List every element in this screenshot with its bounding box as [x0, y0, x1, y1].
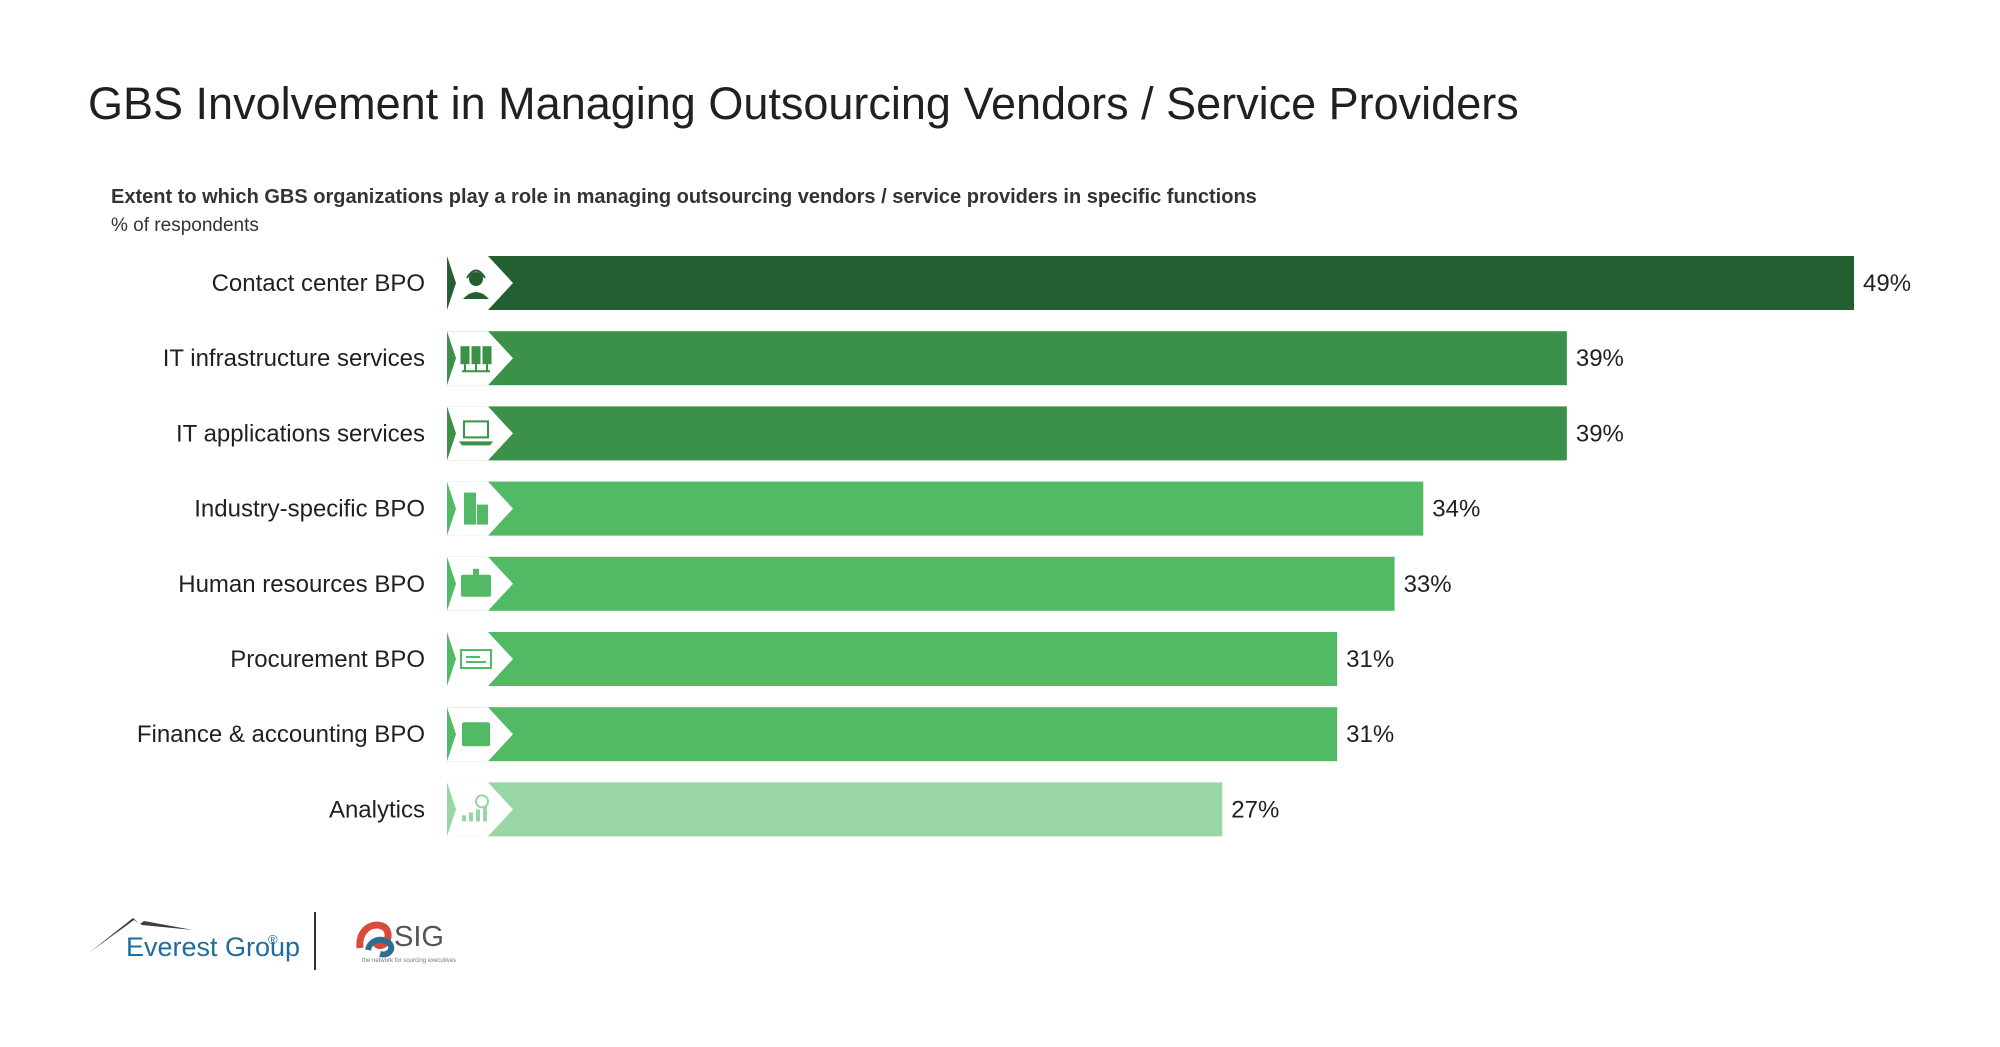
bar	[447, 556, 1395, 611]
sig-tagline: the network for sourcing executives	[362, 958, 456, 964]
analytics-chart-icon	[462, 794, 489, 822]
bar	[447, 632, 1338, 686]
value-label: 39%	[1576, 345, 1624, 372]
category-label: Finance & accounting BPO	[137, 721, 425, 748]
bar	[447, 481, 1424, 536]
category-label: Contact center BPO	[212, 270, 425, 297]
office-building-icon	[464, 492, 488, 525]
page-title: GBS Involvement in Managing Outsourcing …	[88, 78, 1519, 129]
value-label: 34%	[1432, 496, 1480, 523]
bar-row: IT infrastructure services 39%	[163, 331, 1624, 386]
category-label: Industry-specific BPO	[194, 496, 425, 523]
category-label: Analytics	[329, 796, 425, 823]
icon-chevron	[447, 406, 513, 461]
bar	[447, 331, 1567, 386]
icon-chevron	[447, 632, 513, 686]
id-badge-icon	[461, 568, 491, 597]
unit-note: % of respondents	[111, 215, 259, 236]
value-label: 49%	[1863, 270, 1911, 297]
value-label: 39%	[1576, 420, 1624, 447]
laptop-icon	[459, 420, 493, 446]
check-document-icon	[460, 649, 492, 669]
sig-mark-icon	[356, 921, 395, 958]
bar-row: Analytics 27%	[329, 782, 1279, 837]
value-label: 27%	[1231, 796, 1279, 823]
value-label: 31%	[1346, 721, 1394, 748]
category-label: IT applications services	[176, 420, 425, 447]
everest-mountain-icon	[90, 918, 193, 952]
logos-svg: Everest Group ® SIG the network for sour…	[90, 912, 456, 970]
category-label: IT infrastructure services	[163, 345, 425, 372]
everest-group-logo: Everest Group	[126, 932, 300, 962]
bar-row: Industry-specific BPO 34%	[194, 481, 1480, 536]
category-label: Human resources BPO	[178, 571, 425, 598]
headset-agent-icon	[463, 269, 489, 299]
value-label: 33%	[1404, 571, 1452, 598]
category-label: Procurement BPO	[230, 646, 425, 673]
value-label: 31%	[1346, 646, 1394, 673]
ledger-book-icon	[462, 722, 490, 747]
chart-subtitle: Extent to which GBS organizations play a…	[111, 186, 1257, 208]
bar-row: Finance & accounting BPO 31%	[137, 707, 1394, 762]
bar	[447, 406, 1567, 461]
bar-row: Human resources BPO 33%	[178, 556, 1452, 611]
bar	[447, 256, 1854, 310]
bar-row: Procurement BPO 31%	[230, 632, 1394, 686]
bar-chart: Contact center BPO 49% IT infrastructure s…	[137, 256, 1911, 837]
bar	[447, 782, 1223, 837]
registered-mark: ®	[268, 932, 278, 947]
bar-row: Contact center BPO 49%	[212, 256, 1911, 310]
bar-row: IT applications services 39%	[176, 406, 1624, 461]
server-rack-icon	[460, 346, 492, 373]
sig-logo: SIG	[394, 921, 444, 953]
footer-logos: Everest Group ® SIG the network for sour…	[88, 900, 488, 980]
bar	[447, 707, 1338, 762]
